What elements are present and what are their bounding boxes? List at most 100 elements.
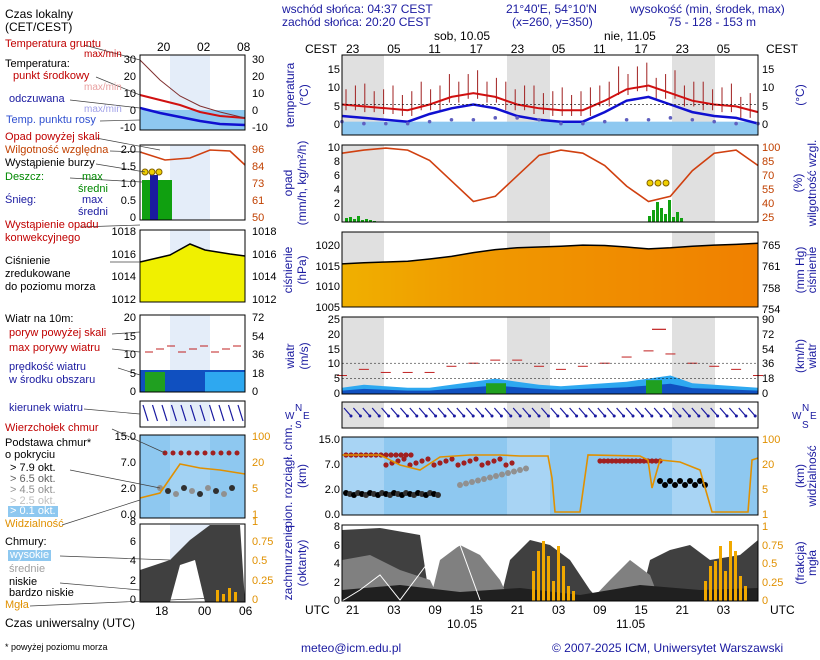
cloud-base-point <box>493 473 499 479</box>
legend-perceived-mm: max/min <box>84 104 122 115</box>
night-shade-precip-0 <box>342 145 384 222</box>
wind-arrow-head <box>358 414 362 418</box>
temp-unit: (°C) <box>297 84 311 106</box>
legend-vis-line <box>139 463 246 499</box>
cloud-top-point <box>383 452 389 458</box>
cloud-top-point <box>395 458 401 464</box>
cloud-top-point <box>601 458 607 464</box>
legend-local-time: Czas lokalny <box>5 7 74 21</box>
legend-visibility: Widzialność <box>5 518 64 530</box>
legend-storm-marker <box>155 168 163 176</box>
cloud-base-point <box>672 482 678 488</box>
day1-label: sob, 10.05 <box>434 29 491 43</box>
utc-date-2: 11.05 <box>616 617 646 631</box>
wind-arrow-head <box>415 414 419 418</box>
precip-bar <box>369 220 372 222</box>
legend-local-time-2: (CET/CEST) <box>5 20 73 34</box>
legend-okt-1: > 7.9 okt. <box>10 462 56 474</box>
legend-max-min: max/min <box>84 82 122 93</box>
legend-cloud-axis-tick-right: 20 <box>252 457 265 469</box>
cloud-base-point <box>517 467 523 473</box>
precip-bar <box>680 218 683 222</box>
temp-left-tick: 5 <box>333 100 340 113</box>
legend-wind-light <box>205 372 245 392</box>
legend-cc-axis-tick-right: 1 <box>252 516 259 528</box>
legend-snow-max: max <box>82 194 103 206</box>
wind-arrow <box>399 407 408 417</box>
wind-arrow <box>710 407 719 417</box>
tz-right: CEST <box>766 42 799 56</box>
cc-unit: (oktanty) <box>295 539 309 587</box>
legend-cloud-axis-tick-right: 100 <box>252 431 271 443</box>
storm-marker <box>654 179 662 187</box>
legend-wind-arrow <box>151 404 159 422</box>
legend-okt-4: > 2.5 okt. <box>10 495 56 507</box>
legend-gust-above: poryw powyżej skali <box>9 327 107 339</box>
cloud-top-point <box>461 460 467 466</box>
cloud-top-point <box>649 458 655 464</box>
fog-bar <box>537 551 540 601</box>
precip-bar <box>672 217 675 222</box>
legend-wind-area: w środku obszaru <box>9 374 96 386</box>
temp-unit-right: (°C) <box>793 84 807 106</box>
wind-arrow-head <box>471 414 475 418</box>
legend-cloud-base-dot <box>165 488 171 494</box>
footer-email[interactable]: meteo@icm.edu.pl <box>301 641 402 655</box>
humidity-title: wilgotność wzgl. <box>805 139 819 227</box>
night-shade-dir-0 <box>342 402 384 428</box>
legend-humidity-line <box>139 149 246 166</box>
legend-cc-white <box>170 560 205 602</box>
sunrise-text: wschód słońca: 04:37 CEST <box>282 2 433 16</box>
legend-wind-axis-tick-right: 0 <box>252 386 259 398</box>
pres-right-tick: 761 <box>762 261 781 274</box>
legend-connector <box>29 597 217 607</box>
pres-left-tick: 1015 <box>315 260 340 273</box>
wind-arrow-head <box>650 414 654 418</box>
cloud-top-point <box>398 452 404 458</box>
wind-arrow-head <box>603 414 607 418</box>
temp-left-tick: 15 <box>327 64 340 76</box>
legend-cloud-top: Wierzchołek chmur <box>5 422 99 434</box>
cloud-top-point <box>497 456 503 462</box>
legend-cloud-base: Podstawa chmur* <box>5 437 92 449</box>
legend-temp-axis-tick-right: -10 <box>252 122 268 134</box>
cc-title: zachmurzenie <box>281 525 295 601</box>
legend-connector <box>99 119 141 122</box>
wind-arrow-head <box>631 414 635 418</box>
temp-title: temperatura <box>283 62 297 128</box>
wind-arrow-head <box>612 414 616 418</box>
compass-s: S <box>295 420 302 431</box>
precip-left-tick: 2 <box>333 198 340 210</box>
cloud-night-shade <box>342 437 384 515</box>
cc-right-tick: 1 <box>762 521 769 533</box>
wind-title: wiatr <box>283 343 297 369</box>
legend-connector <box>79 224 141 228</box>
grid-text: (x=260, y=350) <box>512 15 593 29</box>
wind-right-tick: 90 <box>762 314 775 326</box>
precip-bar <box>652 210 655 222</box>
utc-hour: 21 <box>675 603 689 617</box>
wind-arrow-head <box>490 414 494 418</box>
utc-hour: 03 <box>716 603 731 617</box>
precip-left-tick: 4 <box>333 184 340 196</box>
cc-right-tick: 0.25 <box>762 576 784 589</box>
cest-hour: 23 <box>675 42 689 56</box>
cloud-top-point <box>413 460 419 466</box>
wind-arrow <box>531 407 540 417</box>
legend-convective-2: konwekcyjnego <box>5 232 81 244</box>
cloud-base-point <box>487 474 493 481</box>
legend-pressure-3: do poziomu morza <box>5 281 96 293</box>
compass-w: W <box>792 411 802 422</box>
wind-arrow <box>493 407 502 417</box>
legend-wind-arrow <box>237 404 244 422</box>
cloud-title: pion. rozciągł. chm. <box>281 424 295 528</box>
legend-precip-axis-tick: 1.5 <box>120 161 136 173</box>
cloud-right-tick: 1 <box>762 509 769 521</box>
precip-bar <box>349 217 352 222</box>
legend-okt-3: > 4.5 okt. <box>10 484 56 496</box>
cloud-base-point <box>692 482 698 488</box>
legend-perceived-line <box>139 106 246 127</box>
wind-arrow <box>606 407 615 417</box>
cloud-base-point <box>697 478 703 484</box>
fog-bar <box>709 566 712 601</box>
